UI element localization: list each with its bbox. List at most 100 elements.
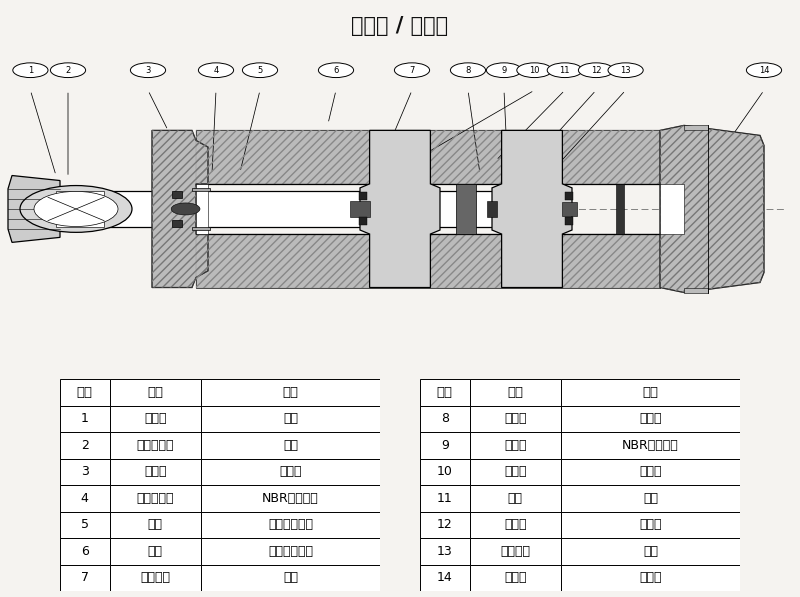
Polygon shape	[420, 379, 470, 405]
Text: 8: 8	[441, 413, 449, 425]
Text: 材料: 材料	[642, 386, 658, 399]
Circle shape	[20, 186, 132, 232]
Circle shape	[746, 63, 782, 78]
Text: 密封胶: 密封胶	[504, 413, 526, 425]
Text: 7: 7	[81, 571, 89, 584]
Polygon shape	[561, 379, 740, 405]
Polygon shape	[110, 379, 201, 405]
Text: 14: 14	[437, 571, 453, 584]
Polygon shape	[201, 512, 380, 538]
Text: 12: 12	[437, 518, 453, 531]
Polygon shape	[60, 405, 110, 432]
Text: 密封圈: 密封圈	[504, 439, 526, 452]
Text: 3: 3	[146, 66, 150, 75]
Polygon shape	[196, 184, 208, 234]
Text: 12: 12	[590, 66, 602, 75]
Polygon shape	[110, 512, 201, 538]
Polygon shape	[660, 184, 684, 234]
Circle shape	[34, 192, 118, 226]
Text: 后端盖: 后端盖	[504, 571, 526, 584]
Text: 材料: 材料	[282, 386, 298, 399]
Polygon shape	[172, 190, 182, 198]
Polygon shape	[561, 565, 740, 591]
Circle shape	[517, 63, 552, 78]
Polygon shape	[110, 485, 201, 512]
Polygon shape	[60, 485, 110, 512]
Text: 厌氧胶: 厌氧胶	[639, 413, 662, 425]
Text: 前端盖: 前端盖	[144, 465, 166, 478]
Text: 6: 6	[81, 545, 89, 558]
Text: 铝合金: 铝合金	[639, 571, 662, 584]
Text: 橡塑: 橡塑	[643, 545, 658, 558]
Text: NBR（橡胶）: NBR（橡胶）	[262, 492, 318, 505]
Polygon shape	[420, 512, 470, 538]
Text: 4: 4	[81, 492, 89, 505]
Polygon shape	[561, 432, 740, 458]
Text: 防尘组合圈: 防尘组合圈	[137, 492, 174, 505]
Text: 铝合金: 铝合金	[279, 465, 302, 478]
Text: NBR（橡胶）: NBR（橡胶）	[622, 439, 678, 452]
Polygon shape	[196, 234, 660, 288]
Text: 13: 13	[437, 545, 453, 558]
Text: 后活塞: 后活塞	[504, 518, 526, 531]
Polygon shape	[60, 458, 110, 485]
Polygon shape	[470, 512, 561, 538]
Text: 2: 2	[81, 439, 89, 452]
Polygon shape	[196, 130, 660, 184]
Text: 后缓冲垫: 后缓冲垫	[500, 545, 530, 558]
Polygon shape	[470, 565, 561, 591]
Text: 橡塑: 橡塑	[283, 571, 298, 584]
Polygon shape	[60, 512, 110, 538]
Text: 4: 4	[214, 66, 218, 75]
Polygon shape	[60, 432, 110, 458]
Text: 碳钢: 碳钢	[283, 439, 298, 452]
Polygon shape	[201, 405, 380, 432]
Text: 13: 13	[620, 66, 631, 75]
Polygon shape	[565, 192, 573, 201]
Polygon shape	[420, 485, 470, 512]
Polygon shape	[420, 432, 470, 458]
Polygon shape	[8, 176, 60, 242]
Text: 10: 10	[529, 66, 540, 75]
Polygon shape	[110, 538, 201, 565]
Text: 5: 5	[258, 66, 262, 75]
Polygon shape	[192, 188, 210, 190]
Polygon shape	[201, 432, 380, 458]
Text: 缸筒: 缸筒	[148, 545, 162, 558]
Polygon shape	[201, 485, 380, 512]
Circle shape	[394, 63, 430, 78]
Polygon shape	[110, 565, 201, 591]
Text: 磁塑: 磁塑	[643, 492, 658, 505]
Polygon shape	[420, 565, 470, 591]
Polygon shape	[470, 538, 561, 565]
Text: 磁环: 磁环	[508, 492, 522, 505]
Polygon shape	[456, 184, 475, 234]
Polygon shape	[470, 485, 561, 512]
Text: 5: 5	[81, 518, 89, 531]
Text: 11: 11	[559, 66, 570, 75]
Polygon shape	[420, 538, 470, 565]
Circle shape	[318, 63, 354, 78]
Polygon shape	[192, 227, 210, 230]
Text: 活塞杆螺母: 活塞杆螺母	[137, 439, 174, 452]
Circle shape	[13, 63, 48, 78]
Polygon shape	[561, 405, 740, 432]
Polygon shape	[684, 288, 708, 293]
Circle shape	[50, 63, 86, 78]
Text: 6: 6	[334, 66, 338, 75]
Polygon shape	[470, 432, 561, 458]
Text: 编号: 编号	[77, 386, 93, 399]
Circle shape	[608, 63, 643, 78]
Text: 14: 14	[758, 66, 770, 75]
Text: 前活塞: 前活塞	[504, 465, 526, 478]
Circle shape	[130, 63, 166, 78]
Text: 铝合金: 铝合金	[639, 518, 662, 531]
Polygon shape	[104, 190, 516, 227]
Text: 前缓冲垫: 前缓冲垫	[140, 571, 170, 584]
Circle shape	[547, 63, 582, 78]
Circle shape	[450, 63, 486, 78]
Text: 11: 11	[437, 492, 453, 505]
Text: 10: 10	[437, 465, 453, 478]
Polygon shape	[350, 201, 370, 217]
Polygon shape	[420, 405, 470, 432]
